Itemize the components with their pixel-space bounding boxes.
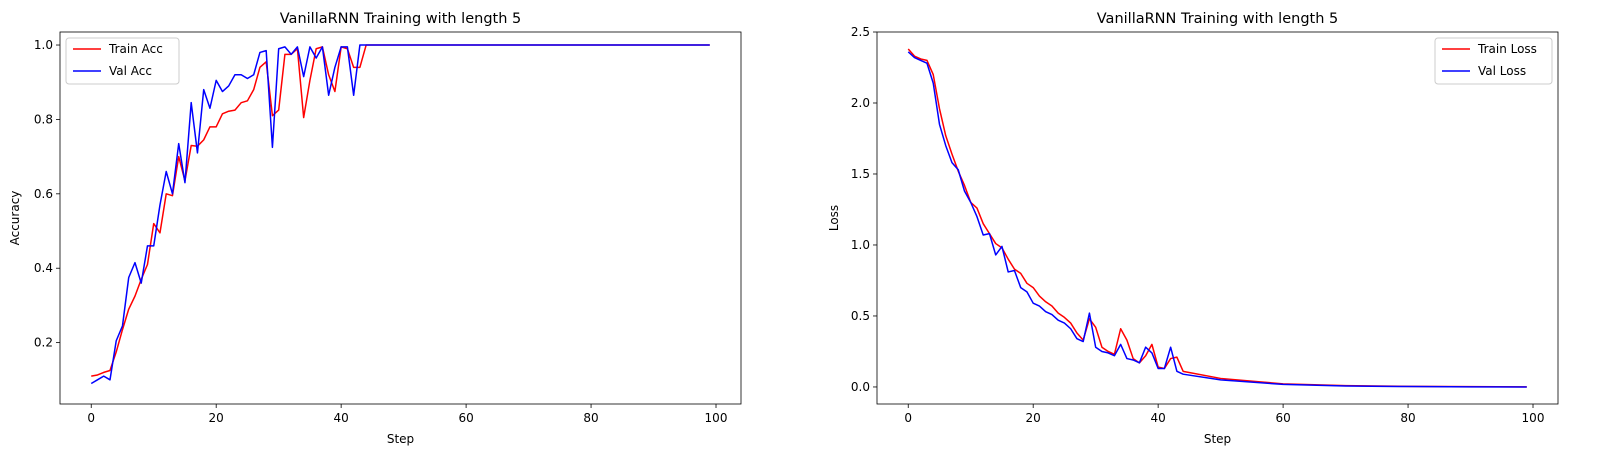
accuracy-y-tick-label: 0.4: [34, 261, 53, 275]
legend-train-acc-label: Train Acc: [108, 42, 163, 56]
loss-plot-area: [876, 31, 1559, 405]
accuracy-plot-area: [59, 31, 742, 405]
loss-y-tick-label: 0.0: [851, 380, 870, 394]
loss-x-tick-label: 80: [1400, 411, 1415, 425]
accuracy-y-tick-label: 0.2: [34, 336, 53, 350]
loss-x-tick-label: 60: [1275, 411, 1290, 425]
accuracy-chart: VanillaRNN Training with length 5 Step A…: [8, 11, 742, 446]
loss-y-tick-label: 2.5: [851, 25, 870, 39]
loss-y-tick-label: 0.5: [851, 309, 870, 323]
accuracy-x-tick-label: 40: [334, 411, 349, 425]
loss-chart: VanillaRNN Training with length 5 Step L…: [827, 11, 1559, 446]
legend-val-acc-label: Val Acc: [109, 64, 152, 78]
accuracy-chart-title: VanillaRNN Training with length 5: [280, 11, 521, 27]
accuracy-x-axis-label: Step: [387, 432, 414, 446]
legend-train-loss-label: Train Loss: [1477, 42, 1537, 56]
loss-y-tick-label: 1.0: [851, 238, 870, 252]
loss-ticks: 0 20 40 60 80 100 0.0 0.5 1.0 1.5 2.0 2.5: [851, 25, 1545, 425]
accuracy-x-tick-label: 100: [705, 411, 728, 425]
loss-chart-title: VanillaRNN Training with length 5: [1097, 11, 1338, 27]
loss-y-axis-label: Loss: [827, 205, 841, 231]
series-line-val-loss: [907, 51, 1527, 388]
accuracy-legend: Train Acc Val Acc: [65, 37, 180, 85]
loss-x-tick-label: 40: [1151, 411, 1166, 425]
legend-val-loss-label: Val Loss: [1478, 64, 1526, 78]
accuracy-lines: [90, 44, 710, 385]
accuracy-y-tick-label: 0.6: [34, 187, 53, 201]
accuracy-y-tick-label: 0.8: [34, 112, 53, 126]
accuracy-y-tick-label: 1.0: [34, 38, 53, 52]
loss-y-tick-label: 2.0: [851, 96, 870, 110]
loss-lines: [907, 48, 1527, 388]
series-line-train-acc: [91, 44, 710, 377]
loss-x-tick-label: 20: [1026, 411, 1041, 425]
accuracy-x-tick-label: 80: [583, 411, 598, 425]
accuracy-ticks: 0 20 40 60 80 100 0.2 0.4 0.6 0.8 1.0: [34, 38, 728, 425]
loss-x-tick-label: 100: [1522, 411, 1545, 425]
accuracy-x-tick-label: 20: [209, 411, 224, 425]
loss-legend: Train Loss Val Loss: [1434, 37, 1553, 85]
loss-y-tick-label: 1.5: [851, 167, 870, 181]
loss-x-tick-label: 0: [904, 411, 912, 425]
accuracy-x-tick-label: 0: [87, 411, 95, 425]
accuracy-y-axis-label: Accuracy: [8, 191, 22, 246]
loss-x-axis-label: Step: [1204, 432, 1231, 446]
series-line-val-acc: [90, 44, 710, 385]
accuracy-x-tick-label: 60: [458, 411, 473, 425]
